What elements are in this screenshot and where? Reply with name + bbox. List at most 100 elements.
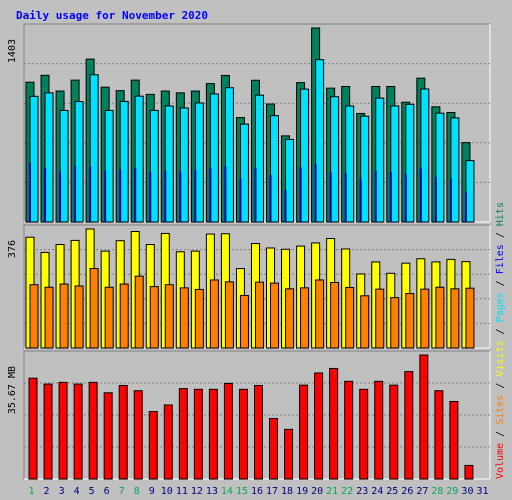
legend-segment: / — [495, 226, 506, 244]
pages-bar — [359, 179, 362, 222]
pages-bar — [434, 177, 437, 222]
files-bar: 926 — [209, 93, 219, 223]
volume-bar: 17.4 — [269, 418, 279, 480]
volume-bar: 22.3 — [449, 400, 459, 480]
legend-segment: Visits — [495, 341, 506, 377]
files-bar: 807 — [59, 109, 69, 223]
pages-bar — [179, 171, 182, 222]
files-bar: 1065 — [89, 74, 99, 223]
files-bar: 708 — [239, 123, 249, 223]
legend-segment: / — [495, 425, 506, 443]
volume-bar: 19.4 — [148, 411, 158, 480]
pages-bar — [104, 170, 107, 222]
volume-bar: 35.67 — [419, 354, 429, 480]
files-bar: 962 — [420, 88, 430, 223]
pages-bar — [29, 162, 31, 222]
volume-bar: 27.8 — [58, 381, 68, 480]
sites-bar: 165 — [360, 295, 370, 349]
day-label: 22 — [341, 486, 353, 497]
day-label: 21 — [326, 486, 338, 497]
pages-bar — [164, 170, 167, 222]
day-label: 28 — [431, 486, 443, 497]
sites-bar: 185 — [194, 288, 204, 349]
day-label: 5 — [89, 486, 95, 497]
files-bar: 896 — [375, 97, 385, 223]
volume-bar: 25.8 — [208, 388, 218, 480]
sites-bar: 190 — [179, 287, 189, 349]
chart-title: Daily usage for November 2020 — [16, 9, 208, 22]
pages-bar — [134, 168, 137, 222]
volume-bar: 26.9 — [253, 384, 263, 480]
files-bar: 917 — [254, 94, 264, 223]
pages-bar — [224, 166, 227, 222]
volume-bar: 27.3 — [43, 383, 53, 480]
sites-bar: 192 — [44, 286, 54, 349]
pages-bar — [284, 190, 287, 222]
volume-bar: 25.4 — [133, 390, 143, 480]
day-labels: 1 2 3 4 5 6 7 8 9 10 11 12 13 14 15 16 17 18 19 20 21 22 23 24 2… — [29, 486, 489, 497]
volume-bar: 25.4 — [434, 390, 444, 480]
day-label: 13 — [206, 486, 218, 497]
pages-bar — [119, 169, 122, 222]
day-label: 29 — [446, 486, 458, 497]
pages-bar — [329, 172, 332, 222]
top-panel: 1403101190910619349478071026871117810659… — [7, 23, 491, 223]
pages-bar — [314, 163, 317, 222]
sites-bar: 196 — [74, 285, 84, 349]
axis-label: 376 — [7, 240, 18, 258]
pages-bar — [194, 170, 197, 222]
legend-text: Volume / Sites / Visits / Pages / Files … — [495, 202, 506, 479]
files-bar: 1174 — [315, 59, 325, 223]
legend-segment: / — [495, 322, 506, 340]
sites-bar: 191 — [345, 287, 355, 349]
day-label: 8 — [134, 486, 140, 497]
volume-bar: 30.9 — [404, 371, 414, 480]
volume-bar: 25.8 — [193, 388, 203, 480]
sites-bar: 192 — [435, 286, 445, 349]
volume-bar: 25.8 — [359, 388, 369, 480]
files-bar: 839 — [390, 105, 400, 223]
day-label: 24 — [371, 486, 383, 497]
pages-bar — [404, 174, 407, 222]
axis-label: 35.67 MB — [7, 366, 18, 414]
sites-bar: 200 — [29, 284, 39, 349]
day-label: 19 — [296, 486, 308, 497]
day-label: 7 — [119, 486, 125, 497]
day-label: 17 — [266, 486, 278, 497]
day-label: 14 — [221, 486, 233, 497]
sites-bar: 215 — [315, 279, 325, 349]
sites-bar: 189 — [465, 287, 475, 349]
sites-bar: 251 — [89, 268, 99, 349]
files-bar: 753 — [450, 117, 460, 223]
files-bar: 839 — [164, 105, 174, 223]
sites-bar: 186 — [420, 288, 430, 349]
files-bar: 769 — [270, 115, 280, 223]
pages-bar — [374, 170, 377, 222]
volume-bar: 27 — [299, 384, 309, 480]
day-label: 27 — [416, 486, 428, 497]
day-label: 6 — [104, 486, 110, 497]
day-label: 9 — [149, 486, 155, 497]
sites-bar: 209 — [224, 281, 234, 349]
sites-bar: 172 — [405, 293, 415, 349]
volume-bar: 14.3 — [284, 428, 294, 480]
pages-bar — [269, 174, 272, 222]
files-bar: 961 — [300, 88, 310, 223]
sites-bar: 227 — [134, 275, 144, 349]
files-bar: 910 — [134, 95, 144, 223]
day-label: 20 — [311, 486, 323, 497]
sites-bar: 202 — [119, 283, 129, 349]
axis-label: 1403 — [7, 39, 18, 63]
pages-bar — [419, 168, 422, 222]
pages-bar — [389, 172, 392, 222]
sites-bar: 190 — [300, 287, 310, 349]
files-bar: 909 — [29, 95, 39, 223]
day-label: 10 — [161, 486, 173, 497]
day-label: 30 — [461, 486, 473, 497]
day-label: 3 — [59, 486, 65, 497]
volume-bar: 26 — [178, 388, 188, 480]
sites-bar: 202 — [59, 283, 69, 349]
day-label: 2 — [44, 486, 50, 497]
